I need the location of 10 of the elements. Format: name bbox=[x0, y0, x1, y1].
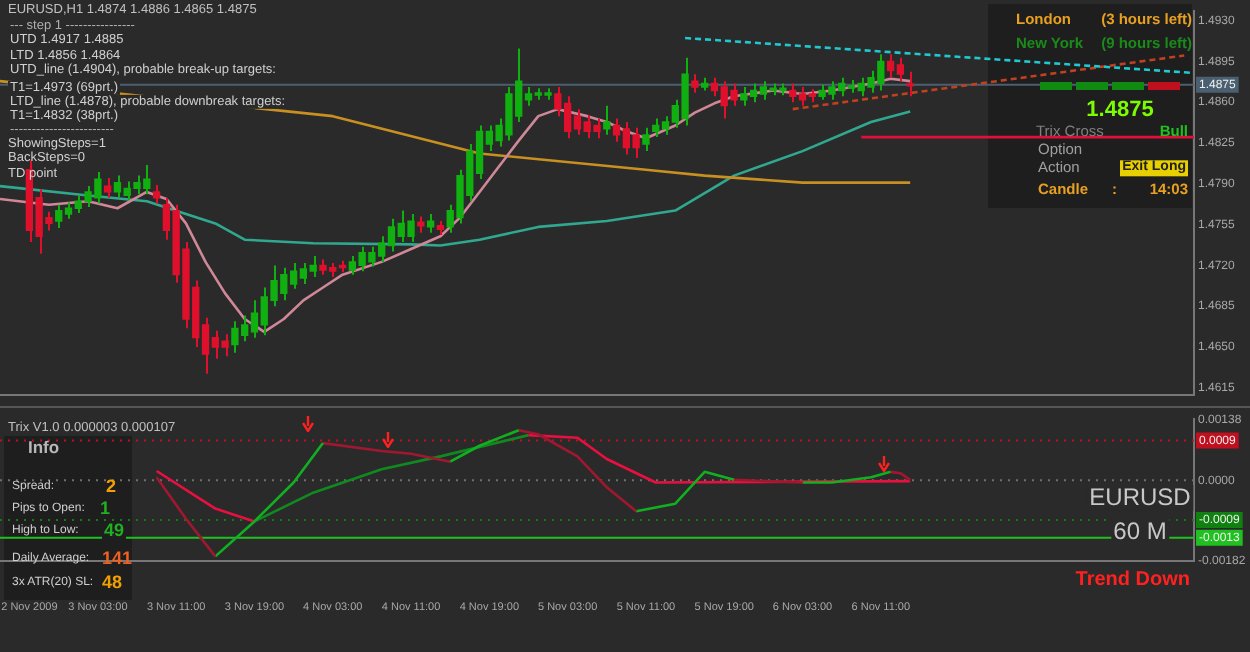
annotation: 141 bbox=[102, 548, 133, 570]
text: Trend Down bbox=[1073, 569, 1192, 591]
annotation: 1.4875 bbox=[1086, 97, 1154, 123]
annotation: EURUSD bbox=[1087, 482, 1193, 512]
annotation: Info bbox=[28, 436, 60, 458]
annotation: 60 M bbox=[1111, 516, 1169, 546]
annotation: 49 bbox=[102, 520, 127, 542]
text: 48 bbox=[102, 572, 123, 594]
annotation: 1 bbox=[100, 498, 111, 520]
annotation: 2 bbox=[106, 476, 117, 498]
